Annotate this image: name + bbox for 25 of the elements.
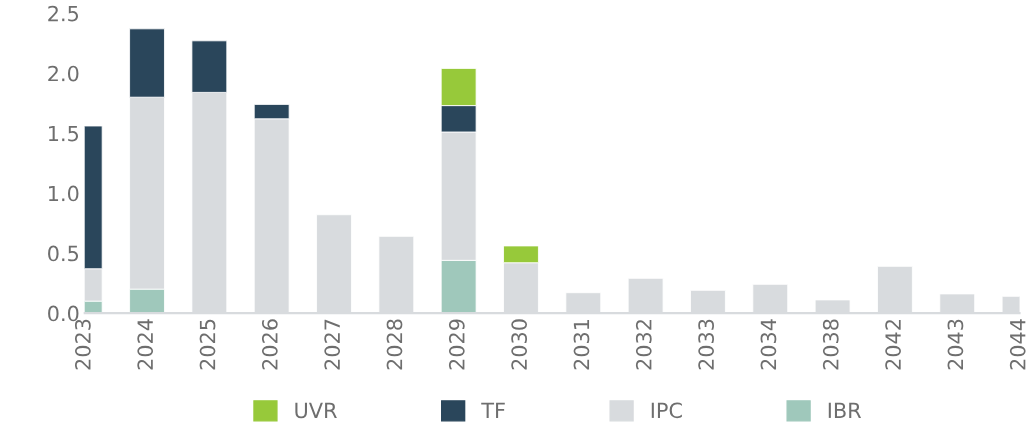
legend-label: UVR (295, 402, 337, 419)
x-tick-label: 2026 (261, 319, 278, 370)
legend-label: TF (481, 402, 505, 418)
x-tick-label: 2044 (1009, 319, 1026, 370)
x-tick-label: 2042 (885, 320, 901, 370)
x-tick-label: 2033 (698, 319, 714, 370)
x-tick-label: 2043 (947, 319, 964, 370)
y-tick-label: 2.5 (48, 5, 79, 22)
y-tick-label: 0.5 (48, 245, 79, 262)
y-tick-label: 0.0 (48, 305, 79, 322)
x-tick-label: 2028 (386, 319, 403, 370)
x-tick-label: 2034 (760, 319, 777, 370)
x-tick-label: 2029 (448, 319, 465, 370)
x-tick-label: 2032 (635, 320, 652, 370)
x-tick-label: 2030 (511, 319, 528, 370)
x-tick-label: 2027 (324, 319, 341, 370)
y-tick-label: 1.5 (49, 125, 79, 142)
y-tick-label: 1.0 (49, 185, 79, 202)
y-tick-label: 2.0 (48, 65, 79, 82)
x-tick-label: 2031 (573, 319, 590, 370)
legend-label: IPC (651, 402, 682, 419)
legend-label: IBR (828, 402, 862, 418)
x-tick-label: 2025 (199, 319, 216, 370)
x-tick-label: 2038 (822, 319, 839, 370)
x-tick-label: 2024 (137, 319, 154, 370)
